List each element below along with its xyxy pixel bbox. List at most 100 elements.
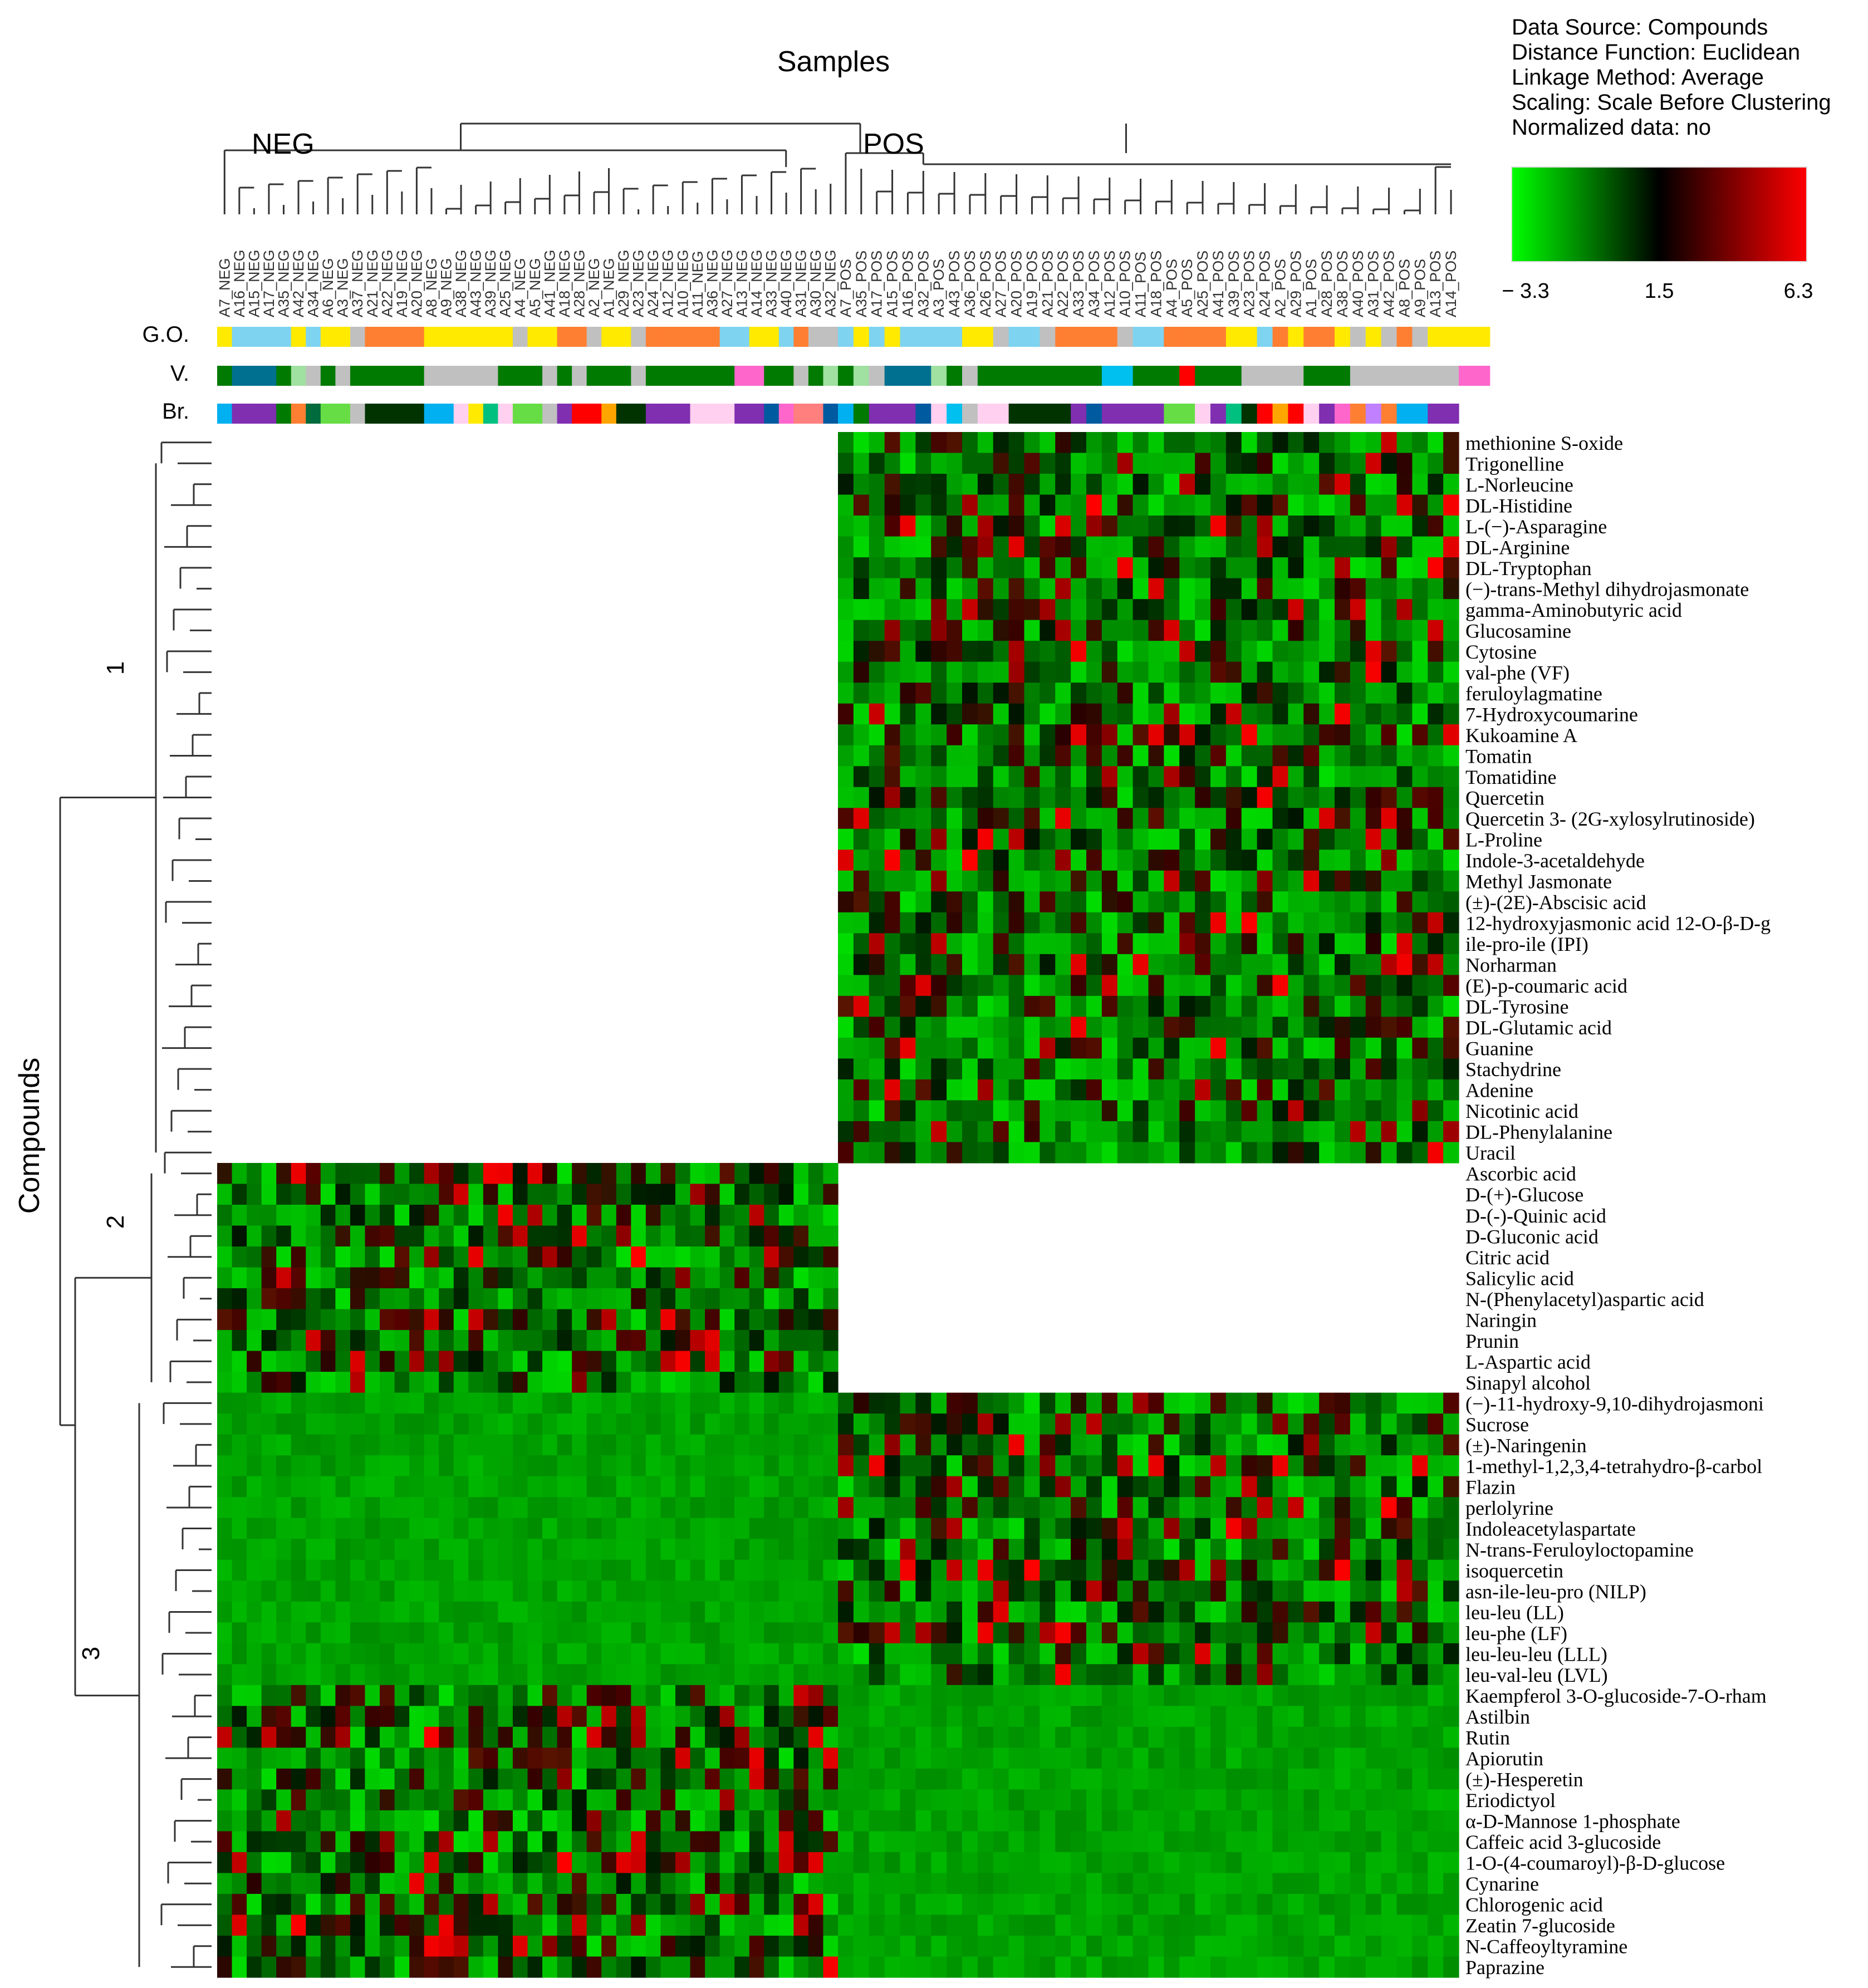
heatmap-cell [1428,1810,1444,1832]
heatmap-cell [749,1497,764,1519]
heatmap-cell [1288,1455,1304,1477]
heatmap-cell [572,1685,587,1706]
heatmap-cell [1132,1810,1149,1832]
heatmap-cell [1179,1079,1195,1101]
heatmap-cell [1164,1392,1180,1414]
heatmap-cell [660,1580,676,1602]
heatmap-cell [1288,975,1304,997]
heatmap-cell [616,1601,631,1623]
heatmap-cell [900,766,916,788]
heatmap-cell [350,1852,366,1874]
heatmap-cell [527,1392,543,1414]
heatmap-cell [498,1267,513,1289]
heatmap-cell [1071,1831,1087,1853]
heatmap-cell [823,1664,839,1686]
heatmap-cell [1241,1622,1258,1644]
heatmap-cell [542,1330,558,1352]
heatmap-cell [1117,1873,1134,1894]
heatmap-cell [719,1893,735,1916]
heatmap-cell [1257,536,1273,558]
heatmap-cell [1288,620,1304,641]
heatmap-cell [1381,1893,1398,1916]
heatmap-cell [1132,1706,1149,1727]
heatmap-cell [1225,1497,1242,1519]
heatmap-cell [512,1372,528,1393]
heatmap-cell [1086,933,1102,955]
column-label: A20_POS [1008,251,1025,317]
heatmap-cell [823,1205,839,1226]
heatmap-cell [1319,1017,1335,1038]
heatmap-cell [1350,494,1366,516]
annotation-cell [900,366,916,386]
heatmap-cell [291,1685,306,1706]
heatmap-cell [335,1601,351,1623]
heatmap-cell [823,1956,839,1978]
column-label: A18_POS [1148,251,1164,317]
column-label: A1_NEG [601,258,617,317]
heatmap-cell [394,1748,410,1769]
heatmap-cell [1148,1539,1164,1560]
heatmap-cell [232,1434,247,1456]
heatmap-cell [1101,870,1118,892]
heatmap-cell [512,1893,528,1916]
heatmap-cell [900,1915,916,1936]
heatmap-cell [1040,1852,1056,1874]
heatmap-cell [931,1539,947,1560]
heatmap-cell [884,1079,901,1101]
heatmap-cell [838,494,854,516]
annotation-cell [1443,404,1459,424]
heatmap-cell [1241,1434,1258,1456]
heatmap-cell [1257,1852,1273,1874]
heatmap-cell [645,1392,661,1414]
row-label: α-D-Mannose 1-phosphate [1465,1810,1680,1833]
heatmap-cell [1101,474,1118,495]
heatmap-cell [1335,787,1351,808]
heatmap-cell [1210,1622,1227,1644]
heatmap-cell [977,1643,994,1665]
heatmap-cell [320,1351,336,1372]
heatmap-cell [962,1017,978,1038]
heatmap-cell [977,661,994,683]
heatmap-cell [1071,870,1087,892]
heatmap-cell [631,1893,646,1916]
heatmap-cell [1179,1748,1195,1769]
heatmap-cell [1443,1037,1459,1059]
annotation-cell [705,404,720,424]
heatmap-cell [335,1831,351,1853]
heatmap-cell [601,1789,617,1811]
heatmap-cell [1040,1121,1056,1143]
heatmap-cell [1412,1831,1428,1853]
heatmap-cell [1132,954,1149,975]
heatmap-cell [823,1392,839,1414]
heatmap-cell [749,1372,764,1393]
heatmap-cell [1148,1893,1164,1916]
annotation-cell [1257,404,1273,424]
heatmap-cell [1071,1915,1087,1936]
heatmap-cell [1040,1956,1056,1978]
heatmap-cell [1164,1893,1180,1916]
heatmap-cell [1335,453,1351,474]
heatmap-cell [690,1455,705,1477]
heatmap-cell [1132,828,1149,850]
heatmap-cell [1319,850,1335,871]
heatmap-cell [734,1726,750,1748]
heatmap-cell [1241,1915,1258,1936]
heatmap-cell [869,661,885,683]
heatmap-cell [1210,453,1227,474]
heatmap-cell [1381,1915,1398,1936]
heatmap-cell [869,1893,885,1916]
row-label: Apiorutin [1465,1748,1543,1770]
heatmap-cell [365,1434,380,1456]
heatmap-cell [1071,745,1087,767]
heatmap-cell [394,1789,410,1811]
heatmap-cell [1101,1476,1118,1498]
heatmap-cell [1288,599,1304,621]
heatmap-cell [453,1497,469,1519]
row-label: Adenine [1465,1079,1533,1102]
heatmap-cell [1381,1768,1398,1790]
heatmap-cell [645,1372,661,1393]
heatmap-cell [1179,724,1195,746]
heatmap-cell [498,1622,513,1644]
heatmap-cell [1396,870,1413,892]
heatmap-cell [1024,1518,1040,1539]
